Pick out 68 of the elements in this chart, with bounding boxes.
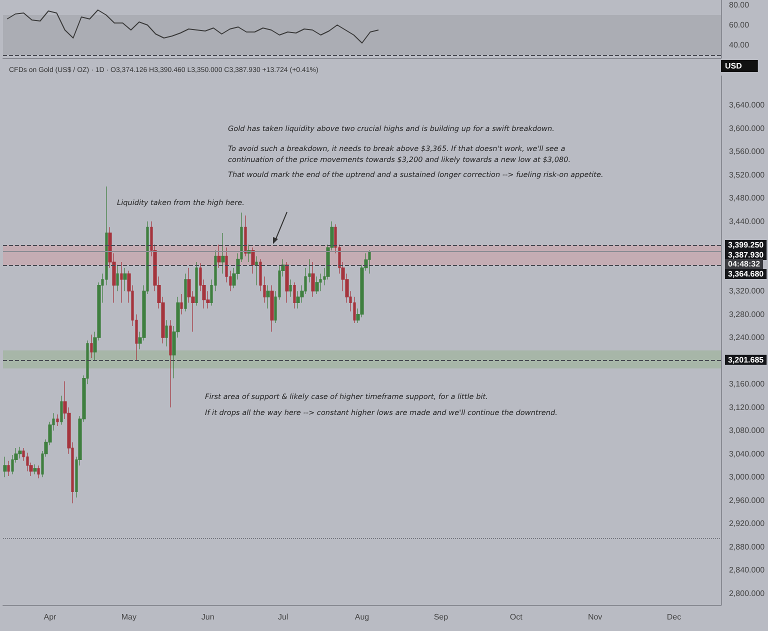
candlestick — [244, 215, 247, 257]
line-series — [6, 10, 380, 44]
candlestick — [311, 262, 315, 298]
x-tick-label: Oct — [510, 612, 524, 622]
y-tick-label: 3,640.000 — [729, 100, 766, 110]
x-tick-label: Sep — [434, 612, 449, 622]
candlestick — [293, 282, 296, 309]
candlestick — [33, 464, 37, 475]
y-tick-label: 3,440.000 — [729, 216, 766, 226]
y-tick-label: 60.00 — [729, 20, 750, 30]
candlestick — [123, 268, 127, 292]
candlestick — [255, 256, 258, 286]
x-tick-label: Jun — [201, 612, 214, 622]
y-tick-label: 2,880.000 — [729, 542, 766, 552]
x-tick-label: Apr — [44, 612, 57, 622]
y-tick-label: 2,960.000 — [729, 496, 766, 505]
y-tick-label: 3,320.000 — [729, 286, 766, 296]
candlestick — [221, 232, 225, 274]
y-tick-label: 3,120.000 — [729, 402, 766, 412]
candlestick — [270, 284, 274, 332]
y-tick-label: 2,800.000 — [729, 588, 766, 598]
candlestick — [120, 262, 123, 304]
x-tick-label: Jul — [278, 612, 288, 622]
ref-line-label: 3,364.680 — [728, 270, 764, 278]
ref-line-label: 3,399.250 — [728, 240, 764, 250]
y-tick-label: 3,040.000 — [729, 449, 766, 458]
x-tick-label: Nov — [588, 612, 602, 622]
candlestick — [169, 320, 172, 408]
candlestick — [195, 262, 198, 306]
candlestick — [217, 244, 221, 268]
y-axis-title: USD — [725, 62, 742, 70]
ref-line-label: 3,201.685 — [728, 355, 764, 364]
candlestick — [116, 264, 119, 292]
y-tick-label: 3,480.000 — [729, 194, 766, 203]
y-tick-label: 3,080.000 — [729, 426, 766, 436]
candlestick — [37, 465, 40, 479]
x-tick-label: Aug — [354, 612, 370, 622]
candlestick — [18, 446, 22, 459]
candlestick — [165, 320, 168, 347]
candlestick — [184, 273, 187, 312]
y-tick-label: 3,520.000 — [729, 170, 766, 180]
x-tick-label: Dec — [666, 612, 682, 622]
candlestick — [7, 460, 10, 476]
y-tick-label: 80.00 — [729, 0, 750, 10]
candlestick — [266, 284, 270, 309]
candlestick — [90, 334, 93, 358]
y-tick-label: 3,280.000 — [729, 310, 766, 319]
y-tick-label: 2,840.000 — [729, 566, 766, 575]
candlestick — [285, 262, 289, 304]
candlestick — [60, 395, 63, 426]
candlestick — [180, 294, 183, 315]
x-tick-label: May — [121, 612, 136, 622]
y-tick-label: 40.00 — [729, 40, 750, 50]
ref-line-label: 3,387.930 — [728, 250, 764, 260]
y-tick-label: 2,920.000 — [729, 519, 766, 528]
candlestick — [315, 276, 319, 294]
y-tick-label: 3,240.000 — [729, 333, 766, 342]
y-tick-label: 3,600.000 — [729, 124, 766, 133]
y-tick-label: 3,000.000 — [729, 472, 766, 482]
candlestick — [368, 250, 371, 274]
candlestick — [26, 452, 29, 472]
y-tick-label: 3,160.000 — [729, 380, 766, 389]
candlestick — [3, 456, 7, 478]
y-tick-label: 3,560.000 — [729, 147, 766, 156]
text: 04:48:32 — [728, 260, 761, 268]
candlestick — [289, 279, 292, 298]
candlestick — [56, 414, 59, 426]
candlestick — [251, 247, 255, 274]
